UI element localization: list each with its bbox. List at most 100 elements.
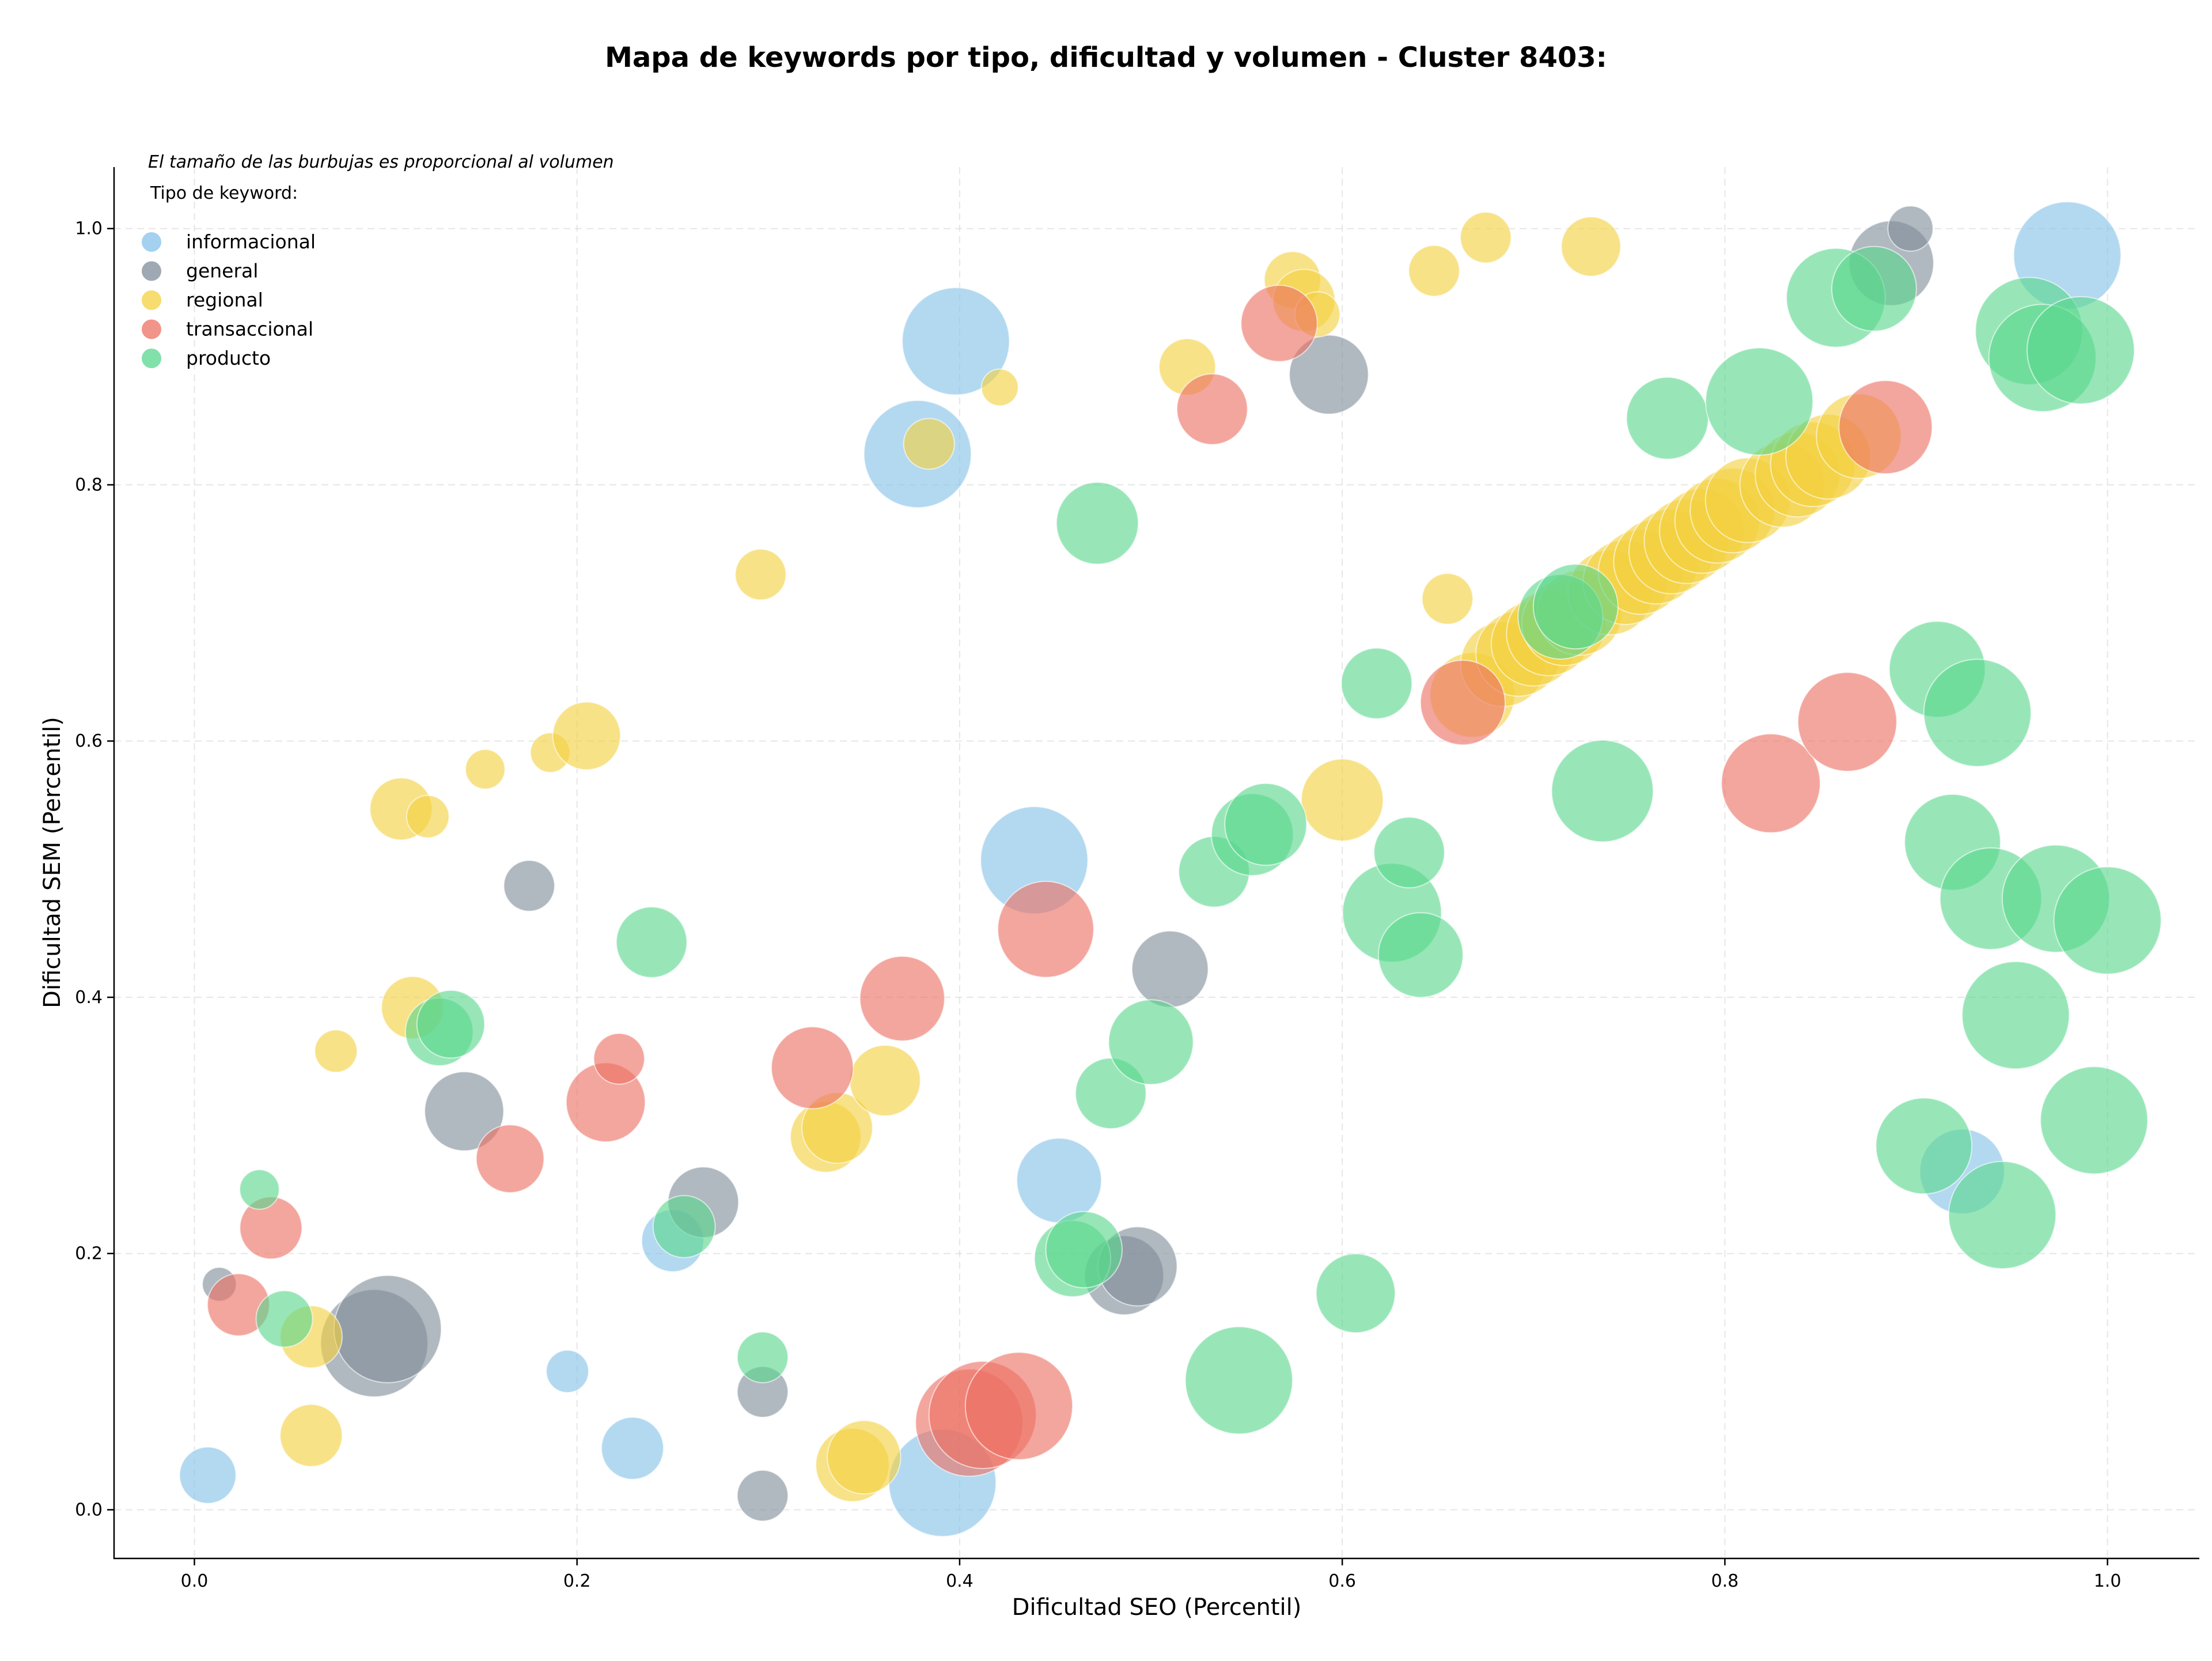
bubble-producto [416,989,486,1059]
bubble-producto [1875,1097,1973,1195]
bubble-producto [1224,782,1308,866]
bubble-regional [1560,216,1622,277]
series-producto [239,245,2162,1435]
bubble-informacional [1016,1137,1103,1224]
y-tick-label: 0.6 [75,731,103,751]
bubble-size-note: El tamaño de las burbujas es proporciona… [148,152,614,172]
bubble-producto [1705,347,1814,456]
bubble-informacional [179,1446,237,1504]
bubble-transaccional [1721,733,1821,834]
bubble-general [503,860,555,912]
y-tick-label: 0.4 [75,987,103,1008]
bubble-producto [1551,739,1654,843]
x-tick-label: 0.8 [1711,1571,1739,1591]
bubble-regional [903,418,955,470]
y-tick-label: 1.0 [75,219,103,239]
legend-item-informacional: informacional [142,230,316,253]
legend-label: informacional [186,230,316,253]
axis-spines [113,167,2199,1560]
bubble-producto [736,1331,789,1383]
bubble-informacional [601,1416,664,1480]
bubble-transaccional [997,880,1094,978]
legend: Tipo de keyword: informacional general reg… [142,183,316,369]
bubble-informacional [546,1349,589,1394]
legend-marker [142,261,161,281]
series-transaccional [207,285,1933,1477]
bubble-transaccional [1838,380,1933,475]
bubble-regional [552,701,622,771]
bubble-general [1887,205,1934,252]
bubble-producto [1055,482,1139,565]
bubble-transaccional [771,1026,854,1110]
bubble-producto [239,1169,280,1210]
bubble-regional [314,1029,358,1073]
bubble-producto [1377,912,1464,998]
bubble-transaccional [1419,660,1506,746]
bubble-regional [465,748,506,790]
legend-item-general: general [142,260,258,282]
legend-label: producto [186,347,271,369]
bubble-regional [1460,211,1512,264]
y-axis-label: Dificultad SEM (Percentil) [39,717,66,1008]
bubble-regional [827,1420,902,1495]
bubble-general [1131,930,1209,1008]
x-axis-ticks: 0.0 0.2 0.4 0.6 0.8 1.0 [181,1558,2122,1591]
bubble-producto [1315,1253,1396,1334]
bubble-transaccional [859,955,945,1042]
legend-item-producto: producto [142,347,271,369]
legend-label: regional [186,289,263,311]
legend-marker [142,319,161,339]
legend-marker [142,232,161,252]
bubble-transaccional [593,1032,645,1085]
bubble-producto [2040,1066,2149,1175]
x-tick-label: 0.4 [946,1571,974,1591]
bubble-producto [1340,647,1413,720]
x-axis-label: Dificultad SEO (Percentil) [1012,1594,1302,1621]
bubble-producto [1532,563,1619,650]
bubble-layer [179,201,2162,1537]
bubble-producto [1831,245,1917,332]
bubble-general [736,1469,789,1522]
legend-item-transaccional: transaccional [142,318,313,340]
x-tick-label: 0.0 [181,1571,209,1591]
series-general [202,205,1934,1522]
legend-label: transaccional [186,318,313,340]
bubble-transaccional [1176,373,1248,445]
bubble-producto [1961,961,2070,1070]
bubble-producto [1948,1160,2056,1270]
chart-title: Mapa de keywords por tipo, dificultad y … [605,41,1607,74]
legend-label: general [186,260,258,282]
bubble-producto [652,1195,716,1258]
bubble-regional [279,1403,343,1467]
y-axis-ticks: 0.0 0.2 0.4 0.6 0.8 1.0 [75,219,114,1520]
series-informacional [179,201,2122,1537]
legend-item-regional: regional [142,289,263,311]
bubble-regional [849,1045,921,1117]
bubble-transaccional [475,1124,545,1193]
bubble-producto [1045,1210,1123,1289]
bubble-transaccional [1240,285,1318,362]
bubble-regional [980,368,1019,407]
x-tick-label: 1.0 [2094,1571,2122,1591]
x-tick-label: 0.2 [563,1571,591,1591]
bubble-producto [2053,866,2162,975]
bubble-producto [1626,376,1709,460]
bubble-regional [1408,245,1460,297]
legend-items: informacional general regional transacciona… [142,230,316,369]
bubble-transaccional [964,1352,1074,1461]
bubble-producto [615,906,688,978]
bubble-producto [1923,659,2032,767]
x-tick-label: 0.6 [1328,1571,1356,1591]
bubble-producto [1373,816,1445,888]
bubble-producto [2027,296,2135,405]
bubble-producto [255,1290,313,1348]
bubble-regional [1301,758,1384,842]
bubble-general [333,1274,442,1383]
bubble-informacional [902,287,1010,396]
bubble-regional [734,548,787,601]
legend-title: Tipo de keyword: [150,183,298,203]
bubble-producto [1108,999,1194,1085]
y-tick-label: 0.0 [75,1500,103,1520]
y-tick-label: 0.2 [75,1244,103,1264]
